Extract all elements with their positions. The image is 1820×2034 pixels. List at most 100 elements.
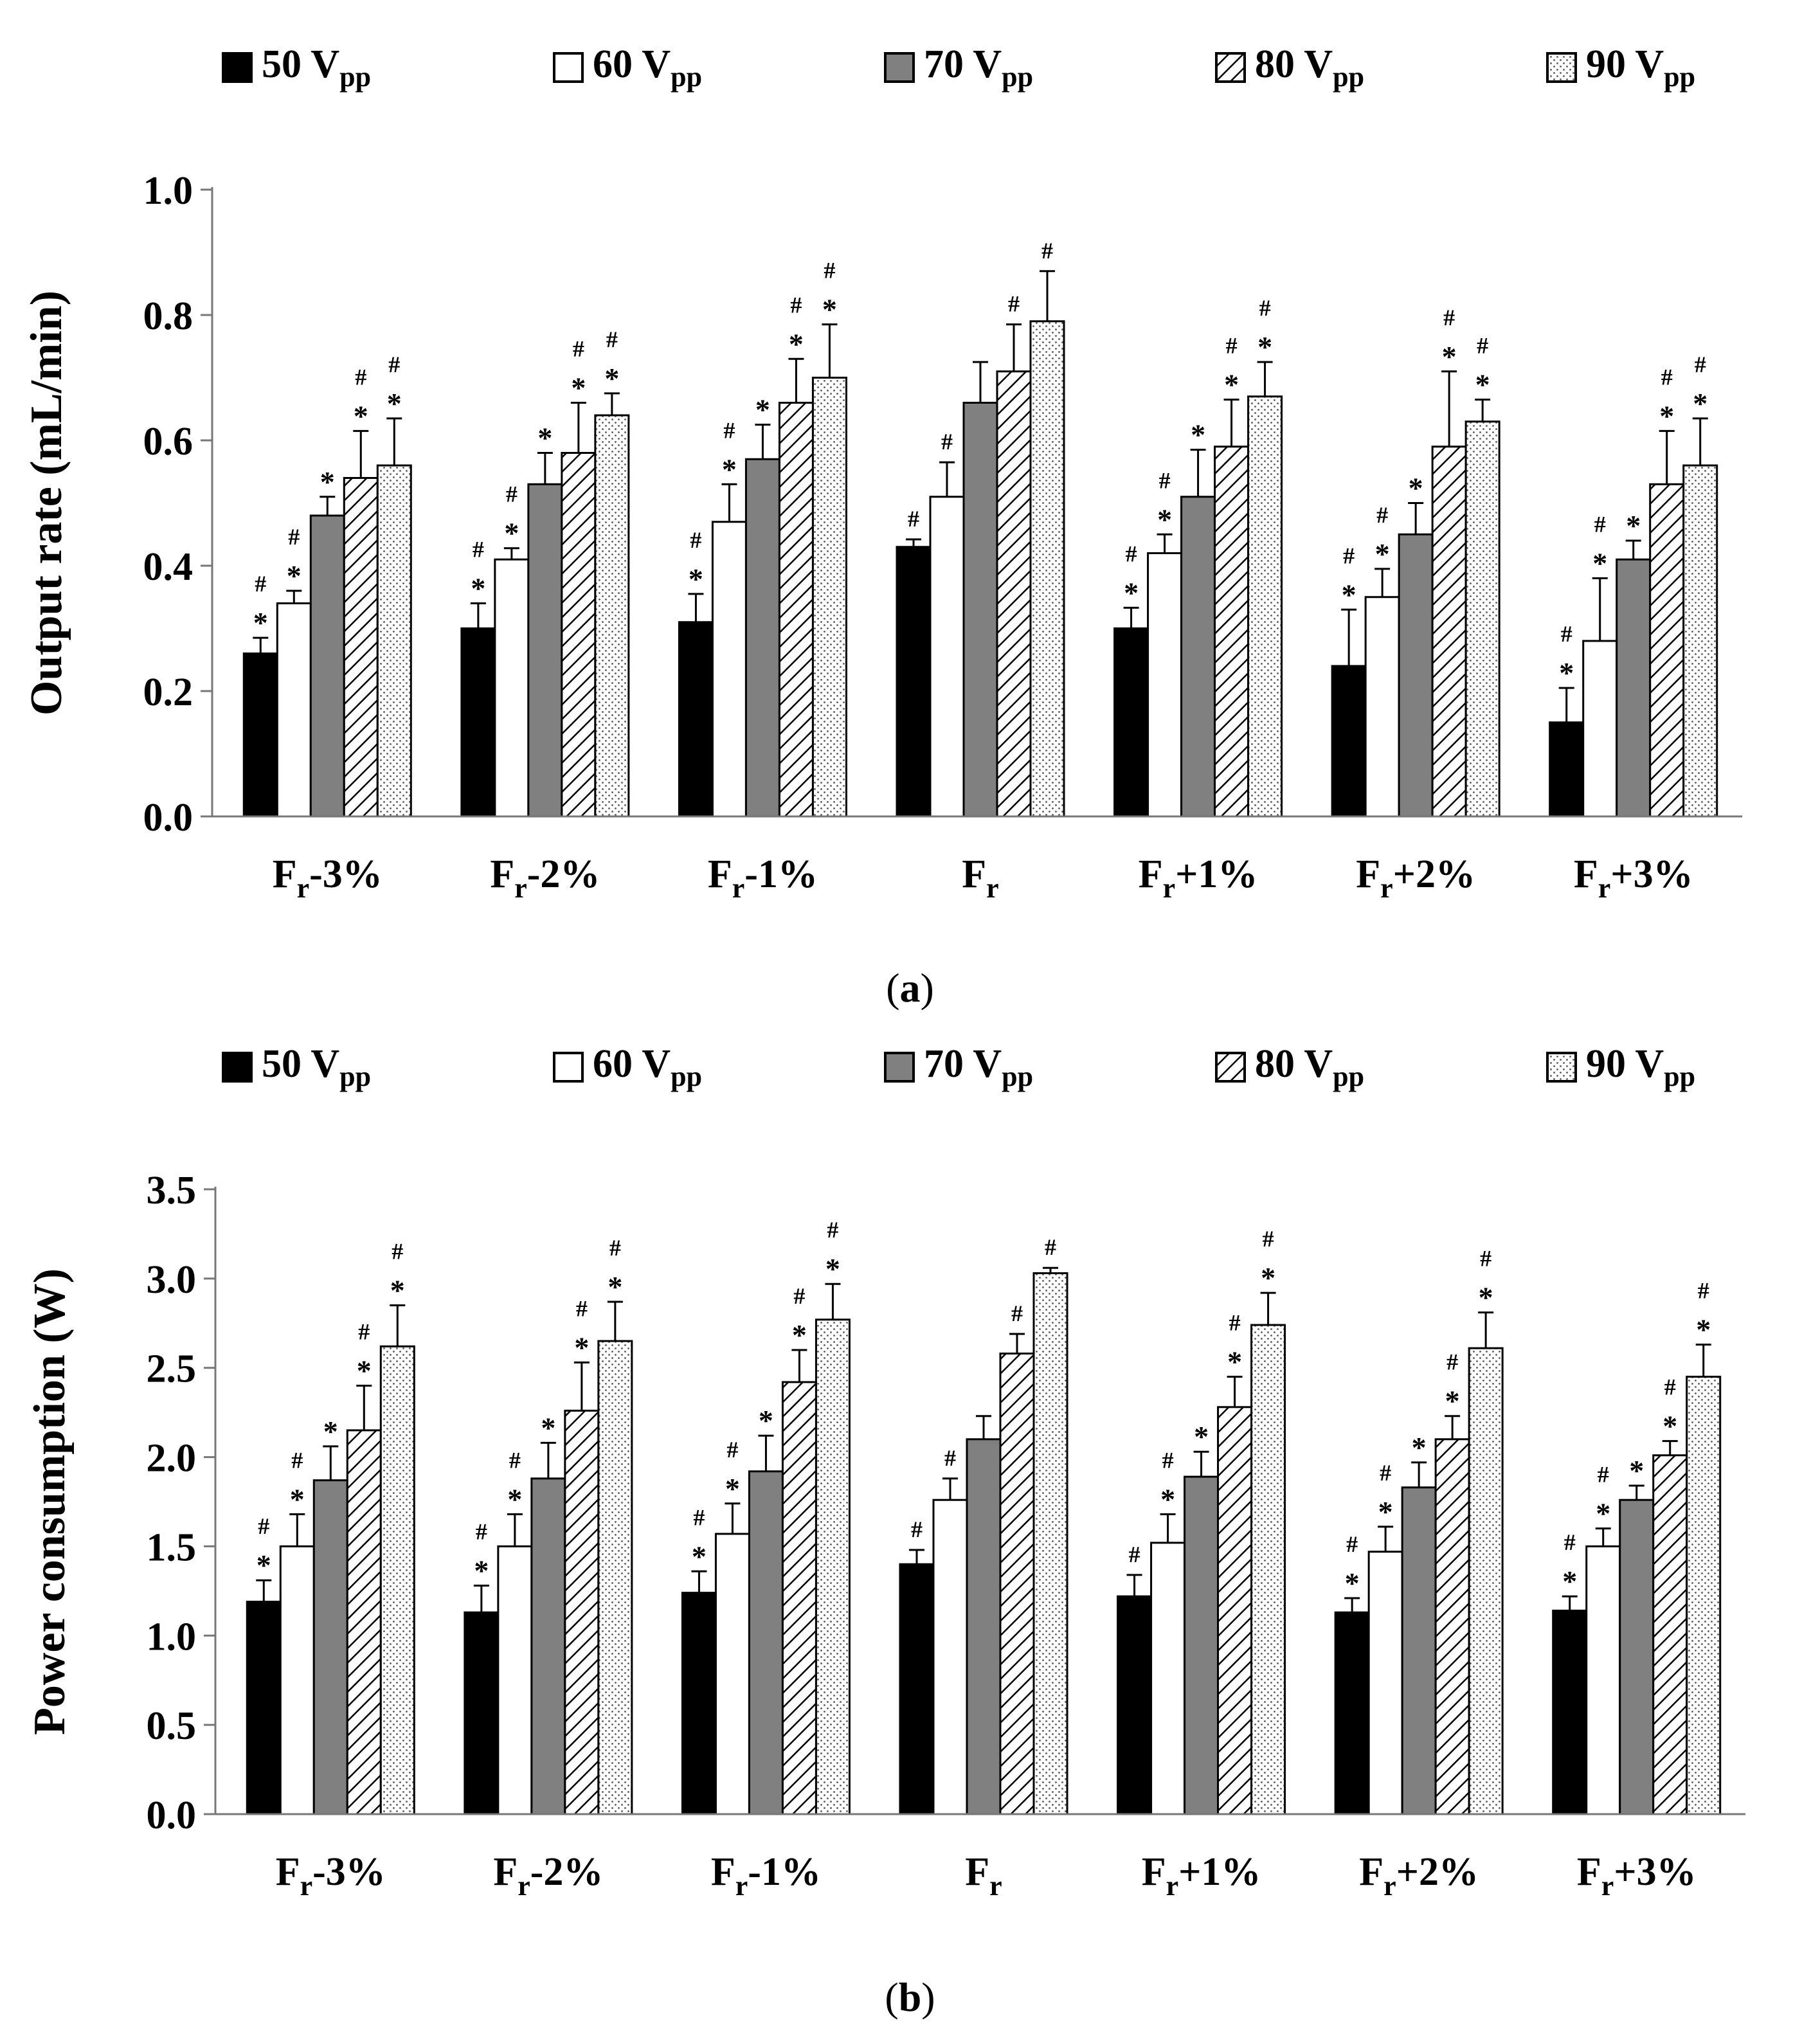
bar-3-2 bbox=[527, 483, 563, 818]
bar-4-1 bbox=[343, 477, 379, 818]
bar-2-1 bbox=[279, 1545, 315, 1815]
bar-5-2 bbox=[594, 414, 630, 818]
legend-item-5: 90 Vpp bbox=[1546, 32, 1695, 103]
significance-star: * bbox=[287, 559, 302, 592]
bar-3-6 bbox=[1398, 533, 1434, 818]
significance-hash: # bbox=[1129, 1542, 1140, 1567]
bar-4-3 bbox=[778, 402, 814, 818]
significance-hash: # bbox=[1343, 543, 1355, 568]
bar-1-5 bbox=[1117, 1595, 1153, 1815]
significance-star: * bbox=[1378, 1495, 1393, 1528]
significance-star: * bbox=[1227, 1346, 1242, 1378]
significance-hash: # bbox=[1480, 1246, 1491, 1272]
y-tick-label: 1.0 bbox=[143, 169, 194, 213]
significance-hash: # bbox=[509, 1447, 521, 1473]
significance-star: * bbox=[1257, 330, 1272, 363]
x-tick-label: Fr-2% bbox=[490, 852, 600, 904]
bar-5-6 bbox=[1468, 1347, 1504, 1815]
significance-star: * bbox=[253, 606, 268, 639]
bar-2-3 bbox=[714, 1533, 750, 1815]
legend-item-4: 80 Vpp bbox=[1215, 32, 1364, 103]
bar-3-3 bbox=[744, 458, 780, 818]
legend-swatch bbox=[1215, 1052, 1246, 1083]
significance-hash: # bbox=[476, 1519, 487, 1545]
significance-star: * bbox=[1592, 547, 1607, 580]
bar-2-5 bbox=[1150, 1542, 1186, 1815]
legend-swatch bbox=[884, 52, 915, 83]
legend-item-1: 50 Vpp bbox=[222, 32, 371, 103]
bar-3-5 bbox=[1184, 1475, 1220, 1815]
bar-3-5 bbox=[1180, 496, 1216, 818]
significance-star: * bbox=[722, 453, 737, 485]
bar-4-6 bbox=[1434, 1438, 1470, 1815]
significance-star: * bbox=[1409, 472, 1423, 505]
significance-star: * bbox=[1696, 1313, 1711, 1346]
legend-label: 90 Vpp bbox=[1586, 42, 1696, 93]
significance-hash: # bbox=[723, 417, 735, 443]
significance-star: * bbox=[1157, 503, 1172, 536]
legend-swatch bbox=[1546, 1052, 1577, 1083]
x-tick-label: Fr bbox=[962, 852, 998, 904]
significance-star: * bbox=[504, 517, 519, 550]
bar-5-1 bbox=[376, 464, 412, 818]
significance-star: * bbox=[1191, 419, 1205, 451]
panel-a-caption: (a) bbox=[886, 965, 934, 1011]
significance-hash: # bbox=[392, 1239, 403, 1264]
significance-star: * bbox=[1559, 656, 1574, 689]
bar-1-4 bbox=[896, 546, 932, 818]
significance-star: * bbox=[725, 1472, 740, 1505]
y-axis-label: Power consumption (W) bbox=[25, 1268, 75, 1735]
significance-star: * bbox=[1412, 1431, 1427, 1464]
significance-star: * bbox=[1626, 509, 1641, 542]
y-tick-label: 3.5 bbox=[147, 1169, 197, 1212]
bar-4-6 bbox=[1431, 446, 1467, 818]
bar-1-7 bbox=[1549, 721, 1585, 818]
significance-hash: # bbox=[1594, 512, 1606, 537]
bar-1-6 bbox=[1334, 1611, 1370, 1815]
y-tick-label: 0.8 bbox=[143, 294, 194, 338]
significance-star: * bbox=[608, 1270, 622, 1303]
legend-label: 60 Vpp bbox=[593, 42, 703, 93]
significance-hash: # bbox=[1011, 1300, 1023, 1326]
bar-3-7 bbox=[1616, 558, 1652, 818]
bar-1-5 bbox=[1113, 627, 1149, 818]
y-tick-label: 3.0 bbox=[147, 1258, 197, 1302]
legend-item-3: 70 Vpp bbox=[884, 1032, 1033, 1102]
significance-star: * bbox=[1629, 1454, 1644, 1487]
significance-star: * bbox=[354, 399, 368, 432]
bar-4-5 bbox=[1214, 446, 1250, 818]
significance-star: * bbox=[1342, 578, 1356, 611]
significance-hash: # bbox=[288, 524, 300, 550]
bar-3-3 bbox=[748, 1470, 784, 1815]
significance-star: * bbox=[507, 1482, 522, 1515]
panel-b-caption: (b) bbox=[885, 1974, 935, 2020]
significance-hash: # bbox=[824, 258, 835, 284]
bar-4-7 bbox=[1649, 483, 1685, 818]
bar-2-4 bbox=[932, 1498, 968, 1815]
y-tick-label: 1.0 bbox=[147, 1615, 197, 1659]
significance-hash: # bbox=[255, 571, 266, 597]
significance-hash: # bbox=[726, 1437, 738, 1462]
legend-swatch bbox=[884, 1052, 915, 1083]
significance-hash: # bbox=[1259, 295, 1271, 321]
y-axis-label: Output rate (mL/min) bbox=[22, 291, 71, 716]
bar-4-2 bbox=[561, 452, 597, 818]
legend-swatch bbox=[1546, 52, 1577, 83]
y-tick-label: 0.0 bbox=[143, 796, 194, 840]
y-tick-label: 0.6 bbox=[143, 420, 194, 464]
bar-3-7 bbox=[1619, 1498, 1655, 1815]
significance-hash: # bbox=[1477, 333, 1488, 359]
legend-item-2: 60 Vpp bbox=[553, 32, 702, 103]
y-tick-label: 0.0 bbox=[147, 1794, 197, 1837]
significance-hash: # bbox=[388, 352, 400, 377]
legend-label: 90 Vpp bbox=[1586, 1042, 1696, 1092]
legend-b: 50 Vpp 60 Vpp 70 Vpp 80 Vpp 90 Vpp bbox=[0, 1032, 1820, 1102]
significance-hash: # bbox=[606, 327, 618, 352]
bar-5-1 bbox=[379, 1345, 415, 1815]
significance-hash: # bbox=[944, 1445, 956, 1471]
bar-5-5 bbox=[1247, 395, 1283, 818]
legend-swatch bbox=[553, 1052, 584, 1083]
significance-hash: # bbox=[1561, 621, 1572, 647]
bar-4-4 bbox=[996, 370, 1032, 818]
x-tick-label: Fr-1% bbox=[711, 1850, 821, 1902]
